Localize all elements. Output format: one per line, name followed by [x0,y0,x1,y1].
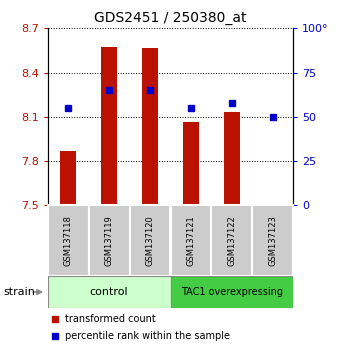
Bar [224,112,240,205]
Bar [211,205,252,276]
Bar [265,204,281,205]
Text: percentile rank within the sample: percentile rank within the sample [65,331,230,341]
Text: GSM137120: GSM137120 [146,215,154,266]
Title: GDS2451 / 250380_at: GDS2451 / 250380_at [94,11,247,24]
Bar [183,122,199,205]
Text: GSM137121: GSM137121 [187,215,195,266]
Bar [170,205,211,276]
Bar [170,276,293,308]
Bar [252,205,293,276]
Bar [48,276,170,308]
Text: GSM137118: GSM137118 [64,215,73,266]
Text: strain: strain [3,287,35,297]
Bar [101,47,117,205]
Text: TAC1 overexpressing: TAC1 overexpressing [181,287,283,297]
Text: control: control [90,287,129,297]
Text: GSM137122: GSM137122 [227,215,236,266]
Bar [48,205,89,276]
Bar [142,48,158,205]
Text: GSM137123: GSM137123 [268,215,277,266]
Bar [130,205,170,276]
Bar [89,205,130,276]
Text: GSM137119: GSM137119 [105,215,114,266]
Bar [60,152,76,205]
Text: transformed count: transformed count [65,314,155,324]
